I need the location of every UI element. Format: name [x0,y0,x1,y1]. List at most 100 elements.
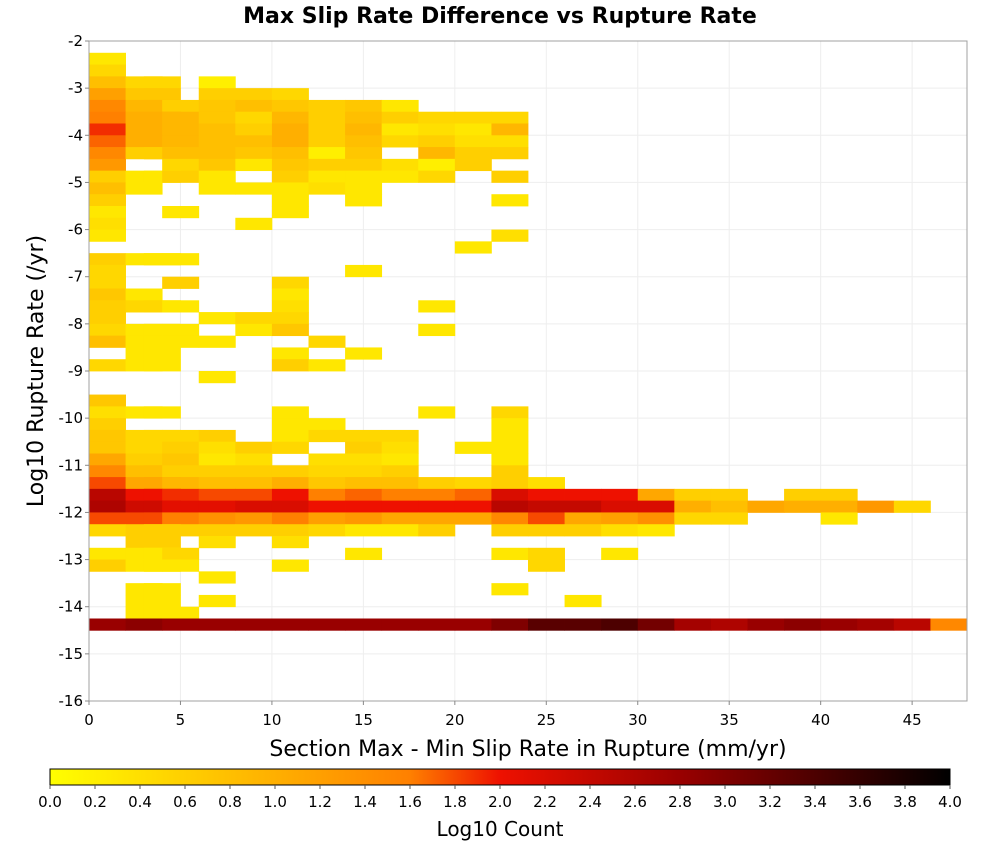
heatmap-cell [235,158,273,172]
x-tick-label: 10 [262,711,281,729]
heatmap-cell [89,158,126,172]
heatmap-cell [235,123,273,136]
heatmap-cell [454,512,492,525]
heatmap-cell [308,429,346,443]
heatmap-cell [89,276,126,289]
x-tick-label: 15 [354,711,373,729]
heatmap-cell [454,618,492,631]
heatmap-cell [747,500,785,513]
heatmap-cell [162,158,200,172]
heatmap-cell [710,512,748,525]
y-tick-label: -3 [68,79,83,97]
heatmap-cell [345,111,383,124]
heatmap-cell [89,394,126,407]
heatmap-cell [89,206,126,219]
heatmap-cell [601,512,639,525]
heatmap-cell [235,88,273,101]
y-tick-label: -15 [59,645,84,663]
heatmap-cell [491,441,529,454]
heatmap-cell [162,453,200,466]
heatmap-cell [89,312,126,325]
heatmap-cell [271,135,309,148]
heatmap-cell [162,429,200,443]
heatmap-cell [271,512,309,525]
heatmap-cell [198,524,236,537]
heatmap-cell [162,618,200,631]
colorbar-tick-label: 0.4 [128,793,152,811]
heatmap-cell [308,618,346,631]
heatmap-cell [381,477,419,490]
heatmap-cell [418,406,456,419]
heatmap-cell [491,465,529,478]
heatmap-cell [271,99,309,113]
heatmap-cell [820,512,858,525]
heatmap-cell [235,312,273,325]
heatmap-cell [235,182,273,195]
heatmap-cell [564,488,602,502]
heatmap-cell [235,217,273,230]
heatmap-cell [345,135,383,148]
heatmap-cell [308,465,346,478]
heatmap-cell [381,99,419,113]
heatmap-cell [381,111,419,124]
heatmap-cell [528,477,565,490]
heatmap-cell [143,76,181,89]
heatmap-cell [491,229,529,242]
heatmap-cell [308,512,346,525]
heatmap-cell [454,123,492,136]
x-tick-label: 45 [903,711,922,729]
y-tick-label: -6 [68,221,83,239]
heatmap-cell [89,323,126,337]
heatmap-cell [637,512,675,525]
heatmap-cell [345,429,383,443]
heatmap-cell [235,488,273,502]
heatmap-cell [198,312,236,325]
heatmap-cell [143,594,181,608]
heatmap-cell [491,524,529,537]
heatmap-cell [345,147,383,160]
heatmap-cell [601,488,639,502]
x-tick-label: 20 [445,711,464,729]
heatmap-cell [308,359,346,372]
heatmap-cell [308,170,346,183]
heatmap-cell [381,135,419,148]
heatmap-cell [89,359,126,372]
heatmap-cell [345,453,383,466]
heatmap-cell [198,99,236,113]
x-tick-label: 25 [537,711,556,729]
heatmap-cell [162,606,200,619]
heatmap-cell [198,135,236,148]
heatmap-cell [308,99,346,113]
heatmap-cell [345,477,383,490]
heatmap-cell [454,135,492,148]
heatmap-cell [271,323,309,337]
heatmap-cell [89,123,126,136]
heatmap-cell [271,123,309,136]
heatmap-cell [528,559,565,572]
heatmap-cell [271,194,309,207]
heatmap-cell [418,111,456,124]
heatmap-cell [418,300,456,313]
y-tick-label: -4 [68,126,83,144]
heatmap-cell [381,170,419,183]
heatmap-cell [89,64,126,77]
heatmap-cell [271,536,309,549]
heatmap-cell [528,488,565,502]
heatmap-cell [162,253,200,266]
heatmap-cell [381,618,419,631]
heatmap-cell [271,288,309,301]
chart-title: Max Slip Rate Difference vs Rupture Rate [243,4,757,29]
heatmap-cell [784,500,822,513]
heatmap-cell [271,158,309,172]
heatmap-cell [235,99,273,113]
heatmap-cell [235,618,273,631]
heatmap-cell [491,583,529,596]
heatmap-cell [162,441,200,454]
colorbar-tick-label: 3.2 [758,793,782,811]
heatmap-cell [345,182,383,195]
heatmap-cell [637,618,675,631]
heatmap-cell [198,76,236,89]
heatmap-cell [308,135,346,148]
colorbar-tick-label: 1.2 [308,793,332,811]
